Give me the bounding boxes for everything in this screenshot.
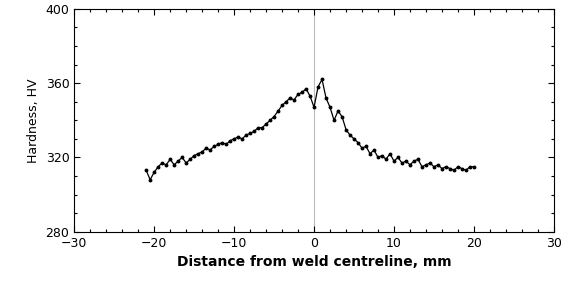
X-axis label: Distance from weld centreline, mm: Distance from weld centreline, mm <box>177 255 451 269</box>
Y-axis label: Hardness, HV: Hardness, HV <box>27 78 40 162</box>
